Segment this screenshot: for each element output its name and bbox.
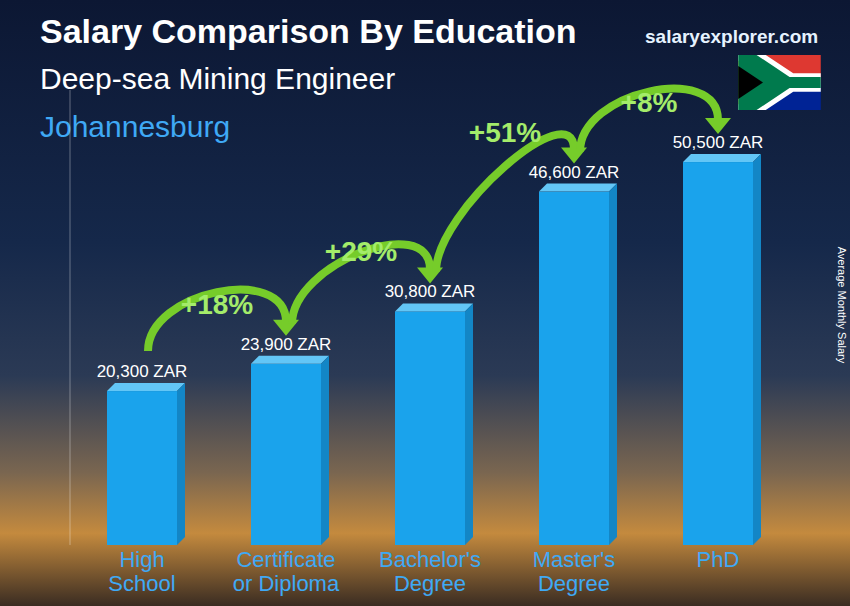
svg-text:50,500 ZAR: 50,500 ZAR: [673, 133, 764, 152]
svg-text:+29%: +29%: [325, 236, 397, 267]
svg-text:Certificateor Diploma: Certificateor Diploma: [233, 547, 340, 596]
svg-text:+18%: +18%: [181, 289, 253, 320]
svg-text:PhD: PhD: [697, 547, 740, 572]
svg-text:+8%: +8%: [621, 87, 678, 118]
html-text:Average Monthly Salary: Average Monthly Salary: [836, 246, 848, 364]
svg-text:23,900 ZAR: 23,900 ZAR: [241, 335, 332, 354]
svg-text:Bachelor'sDegree: Bachelor'sDegree: [379, 547, 481, 596]
svg-text:20,300 ZAR: 20,300 ZAR: [97, 362, 188, 381]
html-text:Salary Comparison By Education: Salary Comparison By Education: [40, 12, 577, 50]
html-text:salaryexplorer.com: salaryexplorer.com: [645, 26, 819, 47]
svg-text:HighSchool: HighSchool: [108, 547, 175, 596]
svg-text:46,600 ZAR: 46,600 ZAR: [529, 163, 620, 182]
html-text:Johannesburg: Johannesburg: [40, 110, 231, 143]
svg-text:30,800 ZAR: 30,800 ZAR: [385, 282, 476, 301]
html-text:Deep-sea Mining Engineer: Deep-sea Mining Engineer: [40, 62, 396, 95]
svg-text:+51%: +51%: [469, 117, 541, 148]
svg-text:Master'sDegree: Master'sDegree: [533, 547, 615, 596]
